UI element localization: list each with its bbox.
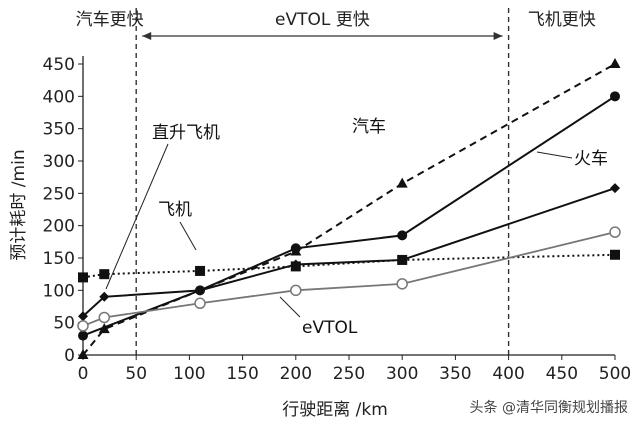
- series-0-point-4: [609, 58, 621, 68]
- y-tick-label-8: 400: [43, 87, 75, 107]
- x-tick-label-6: 300: [386, 364, 418, 384]
- region-layer: 汽车更快 eVTOL 更快 飞机更快: [76, 8, 596, 355]
- y-tick-label-0: 0: [64, 346, 75, 366]
- x-tick-label-1: 50: [125, 364, 147, 384]
- series-label-0: 汽车: [352, 117, 386, 137]
- series-4-point-5: [609, 226, 621, 238]
- y-tick-label-7: 350: [43, 120, 75, 140]
- axis-layer: 0 50 100 150 200 250 300 350 400 450 500 0 50 100 150 2…: [43, 55, 632, 384]
- series-2-point-5: [610, 183, 620, 194]
- series-leader-4: [279, 296, 301, 318]
- series-label-1: 火车: [574, 149, 608, 169]
- x-tick-label-9: 450: [546, 364, 578, 384]
- series-4-point-1: [98, 311, 111, 324]
- y-axis-title: 预计耗时 /min: [9, 149, 29, 260]
- y-tick-label-1: 50: [53, 314, 75, 334]
- series-4-point-3: [290, 284, 302, 297]
- series-3-point-5: [610, 249, 620, 260]
- x-tick-label-8: 400: [492, 364, 524, 384]
- series-3-point-2: [195, 265, 206, 276]
- series-0-point-0: [77, 349, 89, 359]
- x-tick-label-0: 0: [78, 364, 89, 384]
- series-3-point-4: [397, 254, 408, 265]
- series-line-3: [82, 253, 616, 279]
- series-1-point-4: [610, 91, 620, 102]
- x-tick-label-7: 350: [439, 364, 471, 384]
- series-4-point-0: [77, 320, 89, 332]
- x-tick-label-2: 100: [173, 364, 205, 384]
- y-tick-label-5: 250: [43, 184, 75, 204]
- series-layer: [77, 58, 621, 359]
- x-axis-title: 行驶距离 /km: [282, 400, 388, 420]
- series-2-point-1: [99, 291, 110, 302]
- series-0-point-3: [396, 177, 408, 188]
- series-leader-1: [536, 151, 573, 159]
- watermark: 头条 @清华同衡规划播报: [470, 399, 628, 416]
- series-2-point-0: [78, 311, 88, 322]
- region-arrow-left: [142, 32, 152, 40]
- series-2-point-2: [195, 285, 206, 296]
- series-3-point-3: [290, 261, 301, 272]
- series-leader-3: [179, 221, 197, 251]
- y-tick-label-9: 450: [43, 55, 75, 75]
- series-label-3: 飞机: [158, 200, 192, 220]
- series-1-point-0: [78, 330, 88, 341]
- series-leader-2: [105, 143, 169, 290]
- y-tick-label-3: 150: [43, 249, 75, 269]
- region-label-0: 汽车更快: [76, 10, 144, 30]
- series-1-point-2: [290, 243, 301, 254]
- y-tick-label-2: 100: [43, 281, 75, 301]
- x-tick-label-5: 250: [333, 364, 365, 384]
- series-line-4: [82, 231, 616, 327]
- x-tick-label-3: 150: [226, 364, 258, 384]
- series-line-2: [82, 187, 616, 317]
- series-1-point-3: [397, 230, 408, 241]
- x-tick-label-4: 200: [280, 364, 312, 384]
- y-tick-label-4: 200: [43, 217, 75, 237]
- series-3-point-1: [99, 269, 110, 280]
- region-label-1: eVTOL 更快: [275, 10, 370, 30]
- series-label-4: eVTOL: [302, 318, 358, 338]
- series-3-point-0: [78, 272, 88, 283]
- series-label-2: 直升飞机: [152, 123, 220, 143]
- region-arrow-right: [493, 32, 503, 40]
- series-4-point-4: [396, 278, 408, 290]
- y-tick-label-6: 300: [43, 152, 75, 172]
- x-tick-label-10: 500: [599, 364, 631, 384]
- region-label-2: 飞机更快: [528, 10, 596, 30]
- series-4-point-2: [194, 297, 206, 310]
